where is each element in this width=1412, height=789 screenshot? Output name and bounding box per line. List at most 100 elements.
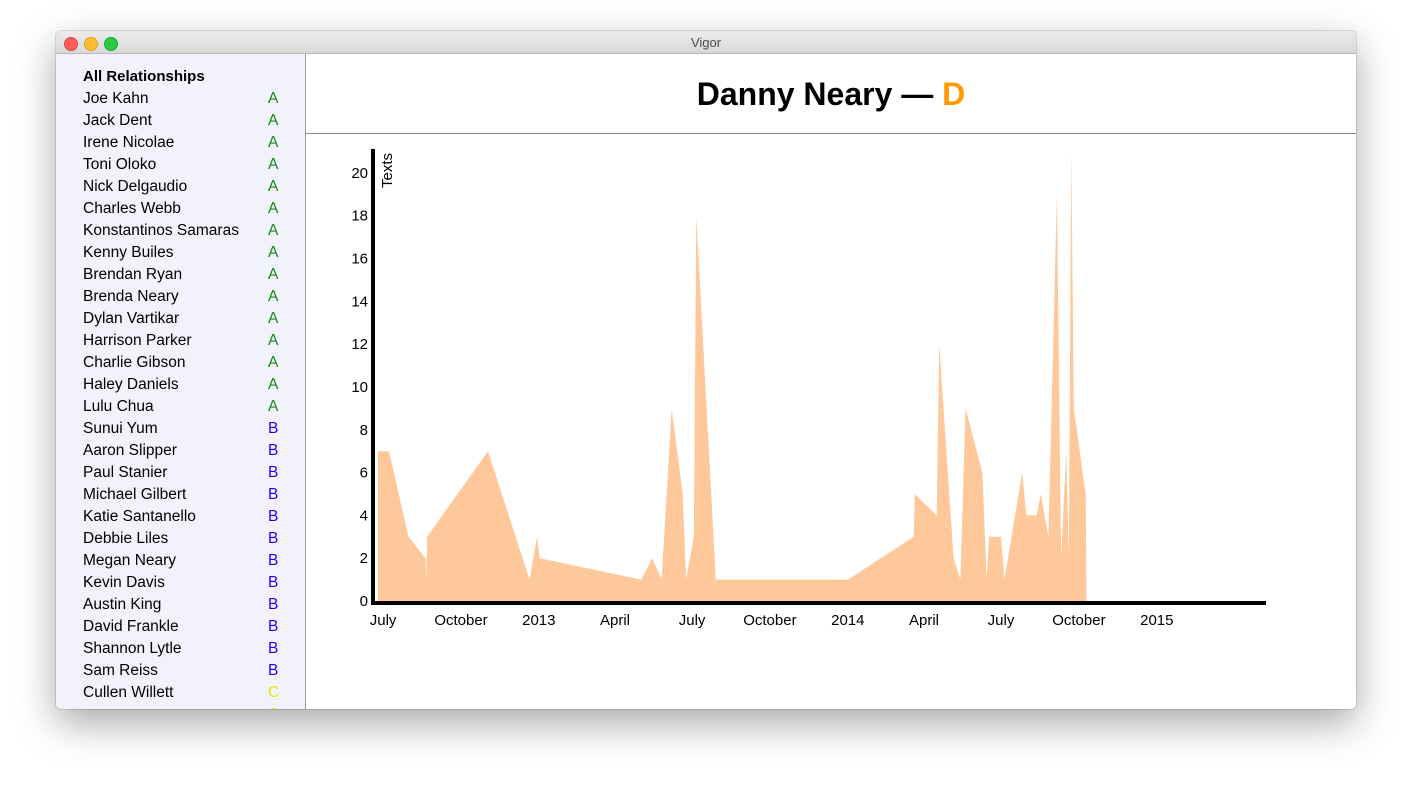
relationship-item[interactable]: Sunui Yum B: [56, 419, 305, 441]
relationship-name: Debbie Liles: [83, 530, 169, 547]
contact-name: Danny Neary: [696, 76, 893, 112]
relationship-item[interactable]: Toni Oloko A: [56, 155, 305, 177]
relationship-grade: B: [268, 464, 279, 481]
relationship-grade: A: [268, 134, 279, 151]
x-tick-label: July: [679, 612, 706, 629]
x-tick-label: October: [743, 612, 796, 629]
relationship-name: Charles Webb: [83, 200, 181, 217]
x-tick-label: July: [370, 612, 397, 629]
relationship-item[interactable]: Konstantinos Samaras A: [56, 221, 305, 243]
relationship-grade: A: [268, 200, 279, 217]
relationship-grade: B: [268, 618, 279, 635]
relationship-grade: B: [268, 662, 279, 679]
y-tick-label: 18: [351, 208, 368, 225]
relationship-name: Jack Dent: [83, 112, 152, 129]
x-tick-label: 2014: [831, 612, 864, 629]
relationship-grade: A: [268, 178, 279, 195]
relationship-item[interactable]: Jack Dent A: [56, 111, 305, 133]
relationship-name: Harrison Parker: [83, 332, 192, 349]
relationship-grade: B: [268, 530, 279, 547]
y-tick-label: 4: [360, 507, 368, 524]
relationship-grade: A: [268, 288, 279, 305]
close-window-button[interactable]: [64, 37, 78, 51]
all-relationships-heading[interactable]: All Relationships: [83, 68, 205, 85]
relationship-name: Lulu Chua: [83, 398, 154, 415]
relationship-name: Brendan Ryan: [83, 266, 183, 283]
relationship-grade: B: [268, 574, 279, 591]
app-window: Vigor All Relationships Joe Kahn A Jack De…: [56, 31, 1356, 709]
relationship-item[interactable]: Harrison Parker A: [56, 331, 305, 353]
minimize-window-button[interactable]: [84, 37, 98, 51]
contact-grade: D: [942, 76, 966, 112]
relationship-item[interactable]: Megan Neary B: [56, 551, 305, 573]
y-tick-label: 8: [360, 422, 368, 439]
y-tick-label: 0: [360, 593, 368, 610]
relationship-name: Aaron Slipper: [83, 442, 177, 459]
relationship-item[interactable]: Kevin Davis B: [56, 573, 305, 595]
relationship-item[interactable]: Austin King B: [56, 595, 305, 617]
relationship-item[interactable]: Joe Kahn A: [56, 89, 305, 111]
relationship-grade: B: [268, 486, 279, 503]
relationship-item[interactable]: Charlie Gibson A: [56, 353, 305, 375]
relationship-name: Konstantinos Samaras: [83, 222, 239, 239]
relationship-grade: A: [268, 90, 279, 107]
x-tick-label: April: [909, 612, 939, 629]
texts-area-series: [378, 151, 1087, 601]
relationship-grade: B: [268, 420, 279, 437]
relationship-grade: B: [268, 552, 279, 569]
relationship-item[interactable]: Kenny Builes A: [56, 243, 305, 265]
relationship-item[interactable]: Charles Webb A: [56, 199, 305, 221]
relationship-name: Paul Stanier: [83, 464, 168, 481]
relationship-name: Shannon Lytle: [83, 640, 182, 657]
x-tick-label: October: [434, 612, 487, 629]
x-tick-label: April: [600, 612, 630, 629]
relationship-item[interactable]: Katie Santanello B: [56, 507, 305, 529]
main-panel: Danny Neary — D 0 2 4 6 8 10 12 14 16 18 20 July Oct…: [306, 54, 1356, 709]
relationship-name: Nick Delgaudio: [83, 178, 188, 195]
relationship-item[interactable]: Irene Nicolae A: [56, 133, 305, 155]
relationship-item[interactable]: Paul Stanier B: [56, 463, 305, 485]
x-tick-label: October: [1052, 612, 1105, 629]
relationship-grade: C: [268, 684, 280, 701]
relationship-name: Joe Kahn: [83, 90, 149, 107]
relationship-name: Dylan Vartikar: [83, 310, 180, 327]
relationship-grade: A: [268, 398, 279, 415]
relationship-item[interactable]: Dylan Vartikar A: [56, 309, 305, 331]
relationship-item[interactable]: Brenda Neary A: [56, 287, 305, 309]
relationships-sidebar: All Relationships Joe Kahn A Jack Dent A Ire…: [56, 54, 306, 709]
relationship-item[interactable]: Sam Reiss B: [56, 661, 305, 683]
relationship-name: Cullen Willett: [83, 684, 174, 701]
relationship-item[interactable]: David Frankle B: [56, 617, 305, 639]
relationship-item[interactable]: C: [56, 705, 305, 709]
relationship-item[interactable]: Nick Delgaudio A: [56, 177, 305, 199]
contact-header: Danny Neary — D: [306, 54, 1356, 134]
relationship-name: Irene Nicolae: [83, 134, 175, 151]
relationship-name: Toni Oloko: [83, 156, 157, 173]
relationship-item[interactable]: Debbie Liles B: [56, 529, 305, 551]
relationship-item[interactable]: Brendan Ryan A: [56, 265, 305, 287]
relationship-grade: A: [268, 332, 279, 349]
relationship-item[interactable]: Haley Daniels A: [56, 375, 305, 397]
relationship-name: Sam Reiss: [83, 662, 158, 679]
relationship-item[interactable]: Shannon Lytle B: [56, 639, 305, 661]
y-tick-label: 16: [351, 251, 368, 268]
y-tick-label: 6: [360, 465, 368, 482]
relationship-name: David Frankle: [83, 618, 179, 635]
relationship-name: Megan Neary: [83, 552, 177, 569]
relationship-item[interactable]: Aaron Slipper B: [56, 441, 305, 463]
relationship-grade: B: [268, 640, 279, 657]
relationship-name: Katie Santanello: [83, 508, 196, 525]
relationship-name: Brenda Neary: [83, 288, 179, 305]
relationship-item[interactable]: Lulu Chua A: [56, 397, 305, 419]
relationship-name: Michael Gilbert: [83, 486, 187, 503]
relationship-grade: A: [268, 266, 279, 283]
relationship-item[interactable]: Michael Gilbert B: [56, 485, 305, 507]
relationship-name: Charlie Gibson: [83, 354, 186, 371]
zoom-window-button[interactable]: [104, 37, 118, 51]
relationship-grade: A: [268, 310, 279, 327]
y-tick-label: 2: [360, 550, 368, 567]
relationship-grade: B: [268, 508, 279, 525]
relationship-grade: A: [268, 376, 279, 393]
relationship-item[interactable]: Cullen Willett C: [56, 683, 305, 705]
relationship-name: Sunui Yum: [83, 420, 158, 437]
